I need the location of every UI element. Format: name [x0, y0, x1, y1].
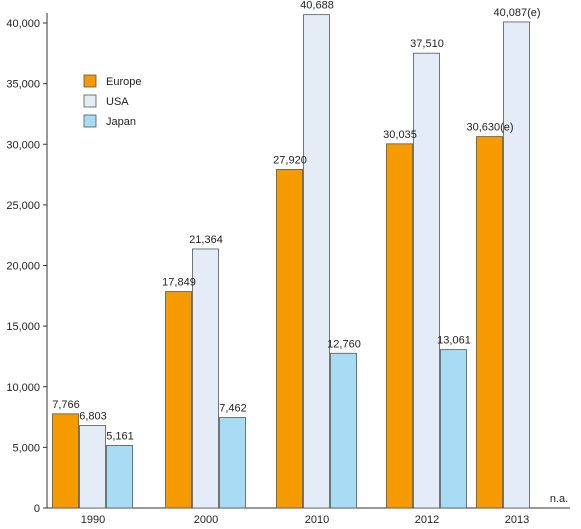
data-label: 30,630(e)	[466, 122, 513, 134]
data-label: 13,061	[437, 335, 471, 347]
data-label: 40,688	[300, 0, 334, 12]
bar-usa-2010	[303, 14, 330, 509]
bar-usa-2013	[503, 21, 530, 509]
bar-usa-1990	[79, 425, 106, 509]
x-tick-label: 2013	[505, 514, 529, 526]
legend-swatch-japan	[83, 114, 97, 128]
bar-europe-2010	[276, 169, 303, 509]
bar-europe-2013	[476, 136, 503, 509]
y-tick-label: 5,000	[12, 442, 40, 454]
x-tick-label: 1990	[81, 514, 105, 526]
data-label: 5,161	[106, 430, 134, 442]
bar-europe-2012	[386, 143, 413, 509]
data-label: 40,087(e)	[493, 7, 540, 19]
bar-japan-2012	[440, 349, 467, 509]
bar-japan-2000	[219, 417, 246, 509]
x-tick-label: 2012	[415, 514, 439, 526]
data-label-na: n.a.	[550, 493, 568, 505]
bar-japan-2010	[330, 352, 357, 509]
legend-label-japan: Japan	[106, 116, 136, 128]
legend: Europe USA Japan	[83, 74, 141, 128]
y-axis: 0 5,000 10,000 15,000 20,000 25,000 30,000 35,0…	[6, 13, 48, 515]
y-tick-label: 35,000	[6, 79, 40, 91]
data-label: 27,920	[273, 154, 307, 166]
bar-japan-1990	[106, 445, 133, 509]
data-label: 7,462	[219, 403, 247, 415]
bar-usa-2012	[413, 52, 440, 509]
data-label: 37,510	[410, 38, 444, 50]
legend-label-usa: USA	[106, 96, 129, 108]
bar-usa-2000	[192, 248, 219, 509]
bar-europe-2000	[165, 291, 192, 509]
y-tick-label: 30,000	[6, 139, 40, 151]
y-tick-label: 20,000	[6, 261, 40, 273]
data-label: 21,364	[189, 234, 223, 246]
x-tick-label: 2000	[194, 514, 218, 526]
data-label: 17,849	[162, 277, 196, 289]
x-axis: 1990 2000 2010 2012 2013	[47, 507, 570, 526]
y-tick-label: 0	[34, 503, 40, 515]
bar-europe-1990	[52, 413, 79, 509]
y-tick-label: 40,000	[6, 18, 40, 30]
legend-swatch-europe	[83, 74, 97, 88]
x-tick-label: 2010	[305, 514, 329, 526]
y-tick-label: 15,000	[6, 321, 40, 333]
data-label: 30,035	[383, 129, 417, 141]
y-tick-label: 25,000	[6, 200, 40, 212]
data-label: 6,803	[79, 411, 107, 423]
bars	[52, 14, 530, 509]
legend-label-europe: Europe	[106, 76, 141, 88]
data-label: 7,766	[52, 399, 80, 411]
data-label: 12,760	[327, 338, 361, 350]
y-tick-label: 10,000	[6, 382, 40, 394]
legend-swatch-usa	[83, 94, 97, 108]
